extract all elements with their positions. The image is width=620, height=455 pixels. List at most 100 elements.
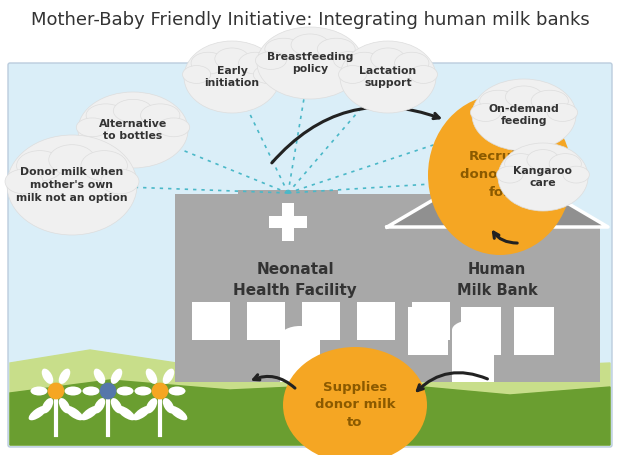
Bar bbox=[461, 307, 501, 355]
Ellipse shape bbox=[94, 369, 105, 384]
Ellipse shape bbox=[317, 38, 355, 60]
Bar bbox=[395, 227, 600, 382]
Bar bbox=[412, 302, 450, 340]
Text: Neonatal
Health Facility: Neonatal Health Facility bbox=[233, 262, 357, 298]
Ellipse shape bbox=[162, 398, 174, 414]
Ellipse shape bbox=[184, 41, 280, 113]
Ellipse shape bbox=[472, 79, 576, 151]
Text: Human
Milk Bank: Human Milk Bank bbox=[456, 262, 538, 298]
Ellipse shape bbox=[111, 398, 122, 414]
Text: Lactation
support: Lactation support bbox=[360, 66, 417, 88]
Ellipse shape bbox=[133, 406, 151, 420]
Ellipse shape bbox=[215, 48, 249, 70]
Ellipse shape bbox=[78, 92, 188, 168]
Ellipse shape bbox=[86, 104, 125, 127]
Ellipse shape bbox=[498, 143, 588, 211]
Bar bbox=[269, 216, 307, 228]
Ellipse shape bbox=[169, 386, 185, 395]
Text: Mother-Baby Friendly Initiative: Integrating human milk banks: Mother-Baby Friendly Initiative: Integra… bbox=[30, 11, 590, 30]
Ellipse shape bbox=[334, 51, 365, 70]
Text: Early
initiation: Early initiation bbox=[205, 66, 260, 88]
Text: Donor milk when
mother's own
milk not an option: Donor milk when mother's own milk not an… bbox=[16, 167, 128, 203]
Bar bbox=[247, 302, 285, 340]
Ellipse shape bbox=[191, 52, 226, 74]
Ellipse shape bbox=[497, 166, 523, 183]
Ellipse shape bbox=[239, 52, 273, 74]
Ellipse shape bbox=[42, 398, 53, 414]
Polygon shape bbox=[387, 162, 608, 227]
Ellipse shape bbox=[428, 95, 572, 255]
Bar bbox=[452, 330, 494, 382]
Text: Kangaroo
care: Kangaroo care bbox=[513, 166, 572, 188]
Bar bbox=[280, 337, 320, 382]
Ellipse shape bbox=[371, 48, 405, 70]
FancyBboxPatch shape bbox=[8, 63, 612, 447]
Ellipse shape bbox=[283, 347, 427, 455]
Ellipse shape bbox=[17, 151, 63, 181]
Ellipse shape bbox=[527, 150, 559, 170]
Ellipse shape bbox=[30, 386, 48, 395]
Polygon shape bbox=[10, 380, 610, 445]
Ellipse shape bbox=[157, 118, 190, 137]
Bar bbox=[514, 307, 554, 355]
Ellipse shape bbox=[340, 41, 436, 113]
Ellipse shape bbox=[162, 369, 174, 384]
Bar bbox=[238, 190, 338, 260]
Ellipse shape bbox=[82, 386, 99, 395]
Ellipse shape bbox=[265, 38, 303, 60]
Circle shape bbox=[100, 383, 117, 399]
Ellipse shape bbox=[94, 398, 105, 414]
Ellipse shape bbox=[563, 166, 590, 183]
Ellipse shape bbox=[339, 66, 366, 83]
Ellipse shape bbox=[255, 51, 286, 70]
Ellipse shape bbox=[347, 52, 381, 74]
Ellipse shape bbox=[117, 386, 133, 395]
Bar bbox=[302, 302, 340, 340]
Bar bbox=[408, 307, 448, 355]
Ellipse shape bbox=[101, 169, 139, 194]
Bar bbox=[192, 302, 230, 340]
Ellipse shape bbox=[257, 27, 363, 99]
Ellipse shape bbox=[471, 104, 501, 121]
Ellipse shape bbox=[254, 66, 281, 83]
Ellipse shape bbox=[113, 99, 153, 122]
Ellipse shape bbox=[7, 135, 137, 235]
Bar bbox=[357, 302, 395, 340]
Ellipse shape bbox=[505, 154, 537, 174]
Ellipse shape bbox=[547, 104, 578, 121]
Text: Recruits
donor milk
for: Recruits donor milk for bbox=[460, 151, 540, 199]
Ellipse shape bbox=[29, 406, 47, 420]
Ellipse shape bbox=[81, 406, 99, 420]
Ellipse shape bbox=[42, 369, 53, 384]
Text: On-demand
feeding: On-demand feeding bbox=[489, 104, 559, 126]
Ellipse shape bbox=[111, 369, 122, 384]
Ellipse shape bbox=[480, 90, 517, 112]
Ellipse shape bbox=[169, 406, 187, 420]
Polygon shape bbox=[10, 350, 610, 445]
Bar bbox=[282, 203, 294, 241]
Ellipse shape bbox=[409, 66, 438, 83]
Ellipse shape bbox=[280, 326, 320, 348]
Ellipse shape bbox=[452, 320, 494, 340]
Text: Breastfeeding
policy: Breastfeeding policy bbox=[267, 51, 353, 75]
Ellipse shape bbox=[531, 90, 569, 112]
Circle shape bbox=[152, 383, 169, 399]
Ellipse shape bbox=[141, 104, 180, 127]
Ellipse shape bbox=[81, 151, 128, 181]
Ellipse shape bbox=[117, 406, 135, 420]
Ellipse shape bbox=[5, 169, 43, 194]
Ellipse shape bbox=[291, 34, 329, 56]
Ellipse shape bbox=[64, 386, 81, 395]
Ellipse shape bbox=[146, 398, 157, 414]
Circle shape bbox=[48, 383, 64, 399]
Ellipse shape bbox=[182, 66, 211, 83]
Ellipse shape bbox=[49, 145, 95, 175]
Bar bbox=[175, 194, 460, 382]
Ellipse shape bbox=[505, 86, 542, 108]
Ellipse shape bbox=[135, 386, 151, 395]
Text: Alternative
to bottles: Alternative to bottles bbox=[99, 119, 167, 142]
Ellipse shape bbox=[76, 118, 108, 137]
Text: Supplies
donor milk
to: Supplies donor milk to bbox=[315, 380, 396, 430]
Ellipse shape bbox=[146, 369, 157, 384]
Ellipse shape bbox=[64, 406, 83, 420]
